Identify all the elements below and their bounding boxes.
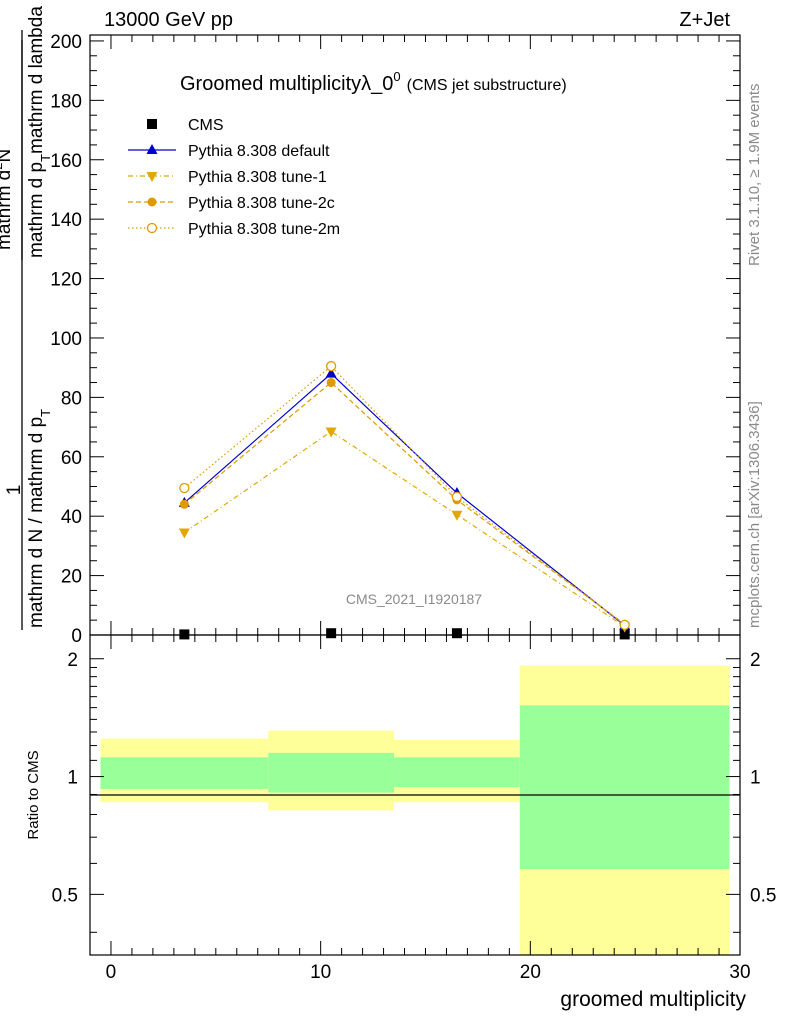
ylabel-numerator: mathrm d2N	[0, 149, 15, 250]
series-line	[183, 372, 626, 626]
ratio-panel: 0.5 0.5 1 1 2 2 0 10 20 30 Ratio to CMS groomed …	[25, 634, 776, 1011]
ratio-inner-band	[100, 757, 269, 789]
series-line	[184, 430, 626, 628]
legend-item: Pythia 8.308 tune-1	[128, 169, 327, 186]
x-tick-label: 10	[310, 962, 331, 983]
mcplots-credit-label: mcplots.cern.ch [arXiv:1306.3436]	[746, 401, 763, 628]
rivet-version-label: Rivet 3.1.10, ≥ 1.9M events	[746, 83, 763, 267]
ratio-y-tick-label: 1	[67, 768, 78, 789]
header-energy: 13000 GeV pp	[104, 9, 233, 31]
ylabel-denominator: mathrm d N / mathrm d pT	[26, 409, 53, 628]
main-panel: 0 20 40 60 80 100 120 140 160 180 200 CMS_2021_I19…	[50, 32, 741, 647]
ratio-inner-band	[268, 752, 395, 793]
x-tick-label: 0	[106, 962, 117, 983]
ylabel-inner-denominator: mathrm d pTmathrm d lambda	[26, 6, 53, 258]
y-tick-label: 80	[61, 388, 82, 409]
legend: CMS Pythia 8.308 default Pythia 8.308 tune…	[128, 117, 340, 238]
series-line	[183, 381, 626, 625]
data-point	[325, 427, 337, 438]
ratio-y-tick-label-right: 0.5	[750, 885, 776, 906]
data-point	[178, 528, 190, 539]
ratio-y-tick-label-right: 1	[750, 768, 761, 789]
analysis-watermark: CMS_2021_I1920187	[346, 591, 482, 607]
y-tick-label: 120	[50, 270, 82, 291]
legend-marker	[147, 119, 157, 129]
legend-item: Pythia 8.308 tune-2c	[128, 195, 335, 212]
data-point	[326, 378, 336, 388]
header-process: Z+Jet	[679, 9, 730, 31]
series-line	[183, 365, 626, 626]
y-tick-label: 0	[71, 626, 82, 647]
ratio-ylabel: Ratio to CMS	[25, 750, 42, 839]
y-tick-label: 140	[50, 210, 82, 231]
legend-item: Pythia 8.308 default	[128, 143, 330, 160]
y-tick-label: 180	[50, 91, 82, 112]
y-tick-label: 100	[50, 329, 82, 350]
data-point	[179, 499, 189, 509]
legend-item: CMS	[147, 117, 224, 134]
legend-label: Pythia 8.308 tune-2m	[188, 221, 340, 238]
data-point	[325, 361, 337, 372]
series-pythia-8-308-tune-2m	[179, 361, 630, 631]
ylabel-prefactor: 1	[4, 485, 25, 496]
x-axis-label: groomed multiplicity	[560, 988, 746, 1011]
legend-marker	[146, 222, 158, 234]
main-frame	[89, 34, 741, 636]
legend-label: CMS	[188, 117, 224, 134]
ratio-inner-band	[519, 705, 730, 870]
legend-label: Pythia 8.308 tune-1	[188, 169, 327, 186]
data-point	[451, 628, 462, 639]
legend-label: Pythia 8.308 tune-2c	[188, 195, 335, 212]
data-point	[451, 491, 463, 503]
x-tick-label: 30	[729, 962, 750, 983]
main-ylabel: 1 mathrm d N / mathrm d pT mathrm d2N ma…	[0, 6, 53, 630]
legend-marker	[146, 144, 158, 154]
data-point	[179, 482, 190, 494]
y-tick-label: 160	[50, 151, 82, 172]
plot-title: Groomed multiplicityλ_00(CMS jet substru…	[180, 69, 567, 95]
y-tick-label: 20	[61, 567, 82, 588]
y-tick-label: 40	[61, 507, 82, 528]
y-tick-label: 200	[50, 32, 82, 53]
ratio-y-tick-label: 2	[67, 650, 78, 671]
legend-label: Pythia 8.308 default	[188, 143, 330, 160]
data-point	[325, 367, 337, 378]
y-tick-label: 60	[61, 448, 82, 469]
legend-item: Pythia 8.308 tune-2m	[128, 221, 340, 238]
ratio-frame	[89, 634, 741, 956]
x-tick-label: 20	[520, 962, 541, 983]
ratio-y-tick-label-right: 2	[750, 650, 761, 671]
ratio-inner-band	[394, 757, 520, 788]
legend-marker	[147, 197, 157, 207]
data-point	[619, 619, 630, 631]
data-point	[326, 628, 337, 639]
data-point	[451, 510, 463, 521]
ratio-y-tick-label: 0.5	[52, 885, 78, 906]
legend-marker	[146, 172, 158, 182]
